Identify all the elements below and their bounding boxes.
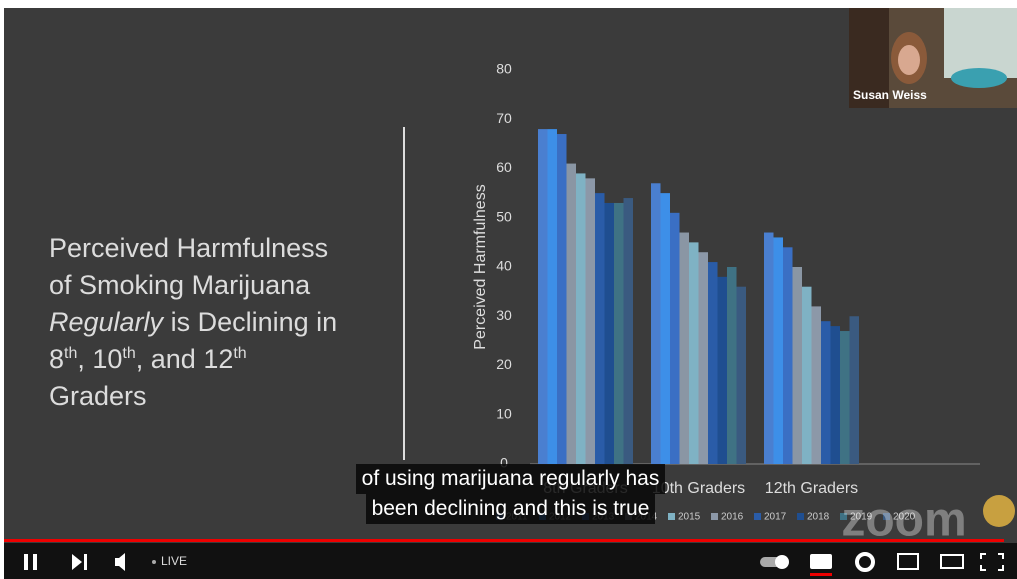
- y-tick-label: 50: [496, 208, 512, 224]
- bar: [792, 267, 802, 464]
- bar: [783, 247, 793, 464]
- watermark: zoom: [841, 494, 966, 547]
- video-player: Perceived Harmfulness of Smoking Marijua…: [4, 8, 1017, 579]
- bar: [773, 237, 783, 464]
- title-text: Graders: [49, 381, 147, 411]
- y-tick-label: 60: [496, 159, 512, 175]
- bar: [689, 242, 699, 464]
- theater-button[interactable]: [940, 554, 964, 569]
- y-tick-label: 80: [496, 61, 512, 77]
- y-tick-label: 30: [496, 307, 512, 323]
- window: [944, 8, 1017, 78]
- legend-swatch: [840, 513, 847, 520]
- title-sup: th: [233, 345, 247, 362]
- title-text: , 10: [77, 344, 123, 374]
- title-italic: Regularly: [49, 307, 164, 337]
- bar: [727, 267, 737, 464]
- bar: [547, 129, 557, 464]
- pause-button[interactable]: [24, 554, 28, 570]
- bar: [811, 306, 821, 464]
- bar: [679, 232, 689, 464]
- title-text: , and 12: [135, 344, 234, 374]
- legend-swatch: [883, 513, 890, 520]
- bar: [576, 173, 586, 465]
- bar: [585, 178, 595, 464]
- bar: [821, 321, 831, 464]
- y-tick-label: 0: [500, 455, 508, 471]
- title-text: is Declining in 8: [49, 307, 338, 374]
- legend-label: 2016: [721, 512, 744, 523]
- caption-line: of using marijuana regularly has: [355, 464, 666, 494]
- volume-button[interactable]: [115, 553, 125, 571]
- legend-swatch: [754, 513, 761, 520]
- x-tick-label: 10th Graders: [652, 480, 745, 497]
- bar: [557, 134, 567, 464]
- caption-line: been declining and this is true: [365, 494, 656, 524]
- cc-button[interactable]: [810, 554, 832, 569]
- seal: [983, 495, 1015, 527]
- legend-label: 2017: [764, 512, 787, 523]
- title-sup: th: [64, 345, 78, 362]
- y-tick-label: 20: [496, 356, 512, 372]
- slide: Perceived Harmfulness of Smoking Marijua…: [4, 8, 1017, 543]
- cc-indicator: [810, 573, 832, 576]
- legend-label: 2015: [678, 512, 701, 523]
- chart: Perceived Harmfulness 010203040506070808…: [4, 8, 1017, 576]
- bar: [595, 193, 605, 464]
- bar: [670, 212, 680, 464]
- progress-bar[interactable]: [4, 539, 1004, 542]
- legend-label: 2018: [807, 512, 830, 523]
- bar: [604, 202, 614, 464]
- x-tick-label: 12th Graders: [765, 480, 858, 497]
- bar: [764, 232, 774, 464]
- next-button[interactable]: [72, 554, 87, 570]
- legend-swatch: [668, 513, 675, 520]
- captions: of using marijuana regularly has been de…: [4, 464, 1017, 524]
- bar: [736, 286, 746, 464]
- settings-button[interactable]: [855, 552, 875, 572]
- live-dot: [152, 560, 156, 564]
- bar: [840, 331, 850, 464]
- bar: [566, 163, 576, 464]
- bar: [708, 262, 718, 464]
- pause-button[interactable]: [33, 554, 37, 570]
- bar: [717, 276, 727, 464]
- slide-title: Perceived Harmfulness of Smoking Marijua…: [49, 230, 349, 415]
- bar: [651, 183, 661, 464]
- legend-swatch: [797, 513, 804, 520]
- bar: [849, 316, 859, 464]
- participant-name: Susan Weiss: [853, 88, 927, 102]
- legend-swatch: [711, 513, 718, 520]
- bar: [698, 252, 708, 464]
- chair: [951, 68, 1007, 88]
- title-sup: th: [122, 345, 136, 362]
- bar: [623, 198, 633, 465]
- y-axis-label: Perceived Harmfulness: [472, 184, 489, 349]
- bar: [830, 326, 840, 464]
- y-tick-label: 40: [496, 258, 512, 274]
- miniplayer-button[interactable]: [897, 553, 919, 570]
- legend-label: 2020: [893, 512, 916, 523]
- bar: [802, 286, 812, 464]
- face: [898, 45, 920, 75]
- bar: [538, 129, 548, 464]
- title-text: Perceived Harmfulness of Smoking Marijua…: [49, 233, 329, 300]
- y-tick-label: 10: [496, 405, 512, 421]
- autoplay-toggle[interactable]: [775, 555, 789, 569]
- bar: [614, 202, 624, 464]
- legend-label: 2019: [850, 512, 873, 523]
- bookshelf: [849, 8, 889, 108]
- y-tick-label: 70: [496, 110, 512, 126]
- bar: [660, 193, 670, 464]
- live-label: LIVE: [161, 554, 187, 568]
- fullscreen-button[interactable]: [980, 553, 1004, 571]
